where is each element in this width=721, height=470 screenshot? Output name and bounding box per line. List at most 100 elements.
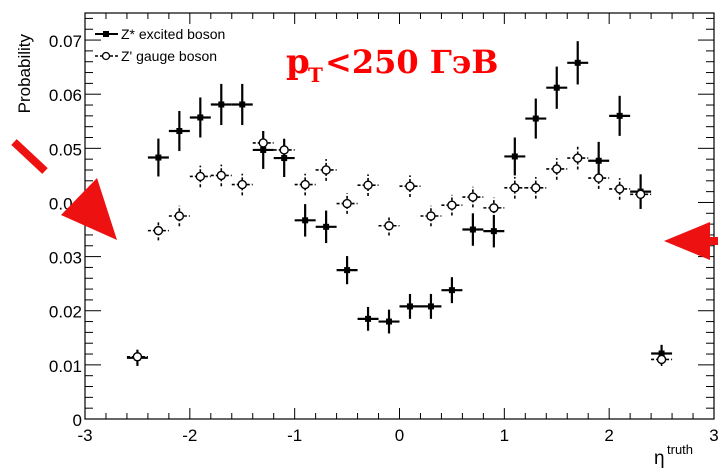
data-point bbox=[168, 110, 190, 152]
data-point bbox=[588, 167, 610, 189]
data-point bbox=[441, 277, 463, 304]
open-circle-marker bbox=[195, 171, 206, 182]
x-tick-label: 1 bbox=[500, 426, 509, 445]
open-circle-marker bbox=[573, 153, 583, 163]
open-circle-marker bbox=[258, 138, 268, 148]
legend-marker bbox=[101, 51, 111, 61]
open-circle-marker bbox=[489, 203, 499, 213]
open-circle-marker bbox=[174, 211, 185, 221]
square-marker bbox=[239, 101, 246, 108]
data-point bbox=[210, 83, 232, 126]
data-point bbox=[483, 214, 505, 248]
data-point bbox=[189, 97, 211, 138]
open-circle-marker bbox=[384, 221, 394, 231]
red-arrow-left bbox=[61, 178, 117, 240]
pt-annotation: p T <250 ГэВ bbox=[286, 42, 498, 87]
square-marker bbox=[511, 153, 518, 160]
x-tick-label: -1 bbox=[287, 426, 302, 445]
data-point bbox=[147, 138, 169, 177]
data-point bbox=[378, 309, 400, 334]
data-point bbox=[525, 177, 547, 199]
square-marker bbox=[365, 315, 372, 322]
x-tick-label: 3 bbox=[709, 426, 718, 445]
data-point bbox=[546, 158, 568, 180]
legend-item: Z' gauge boson bbox=[95, 48, 217, 64]
open-circle-marker bbox=[321, 165, 331, 175]
y-tick-label: 0.07 bbox=[49, 32, 82, 51]
data-point bbox=[525, 98, 547, 139]
data-point bbox=[378, 216, 400, 236]
data-point bbox=[609, 95, 631, 136]
data-point bbox=[609, 178, 631, 200]
square-marker bbox=[260, 146, 267, 153]
annotation-rest: <250 ГэВ bbox=[325, 43, 498, 81]
open-circle-marker bbox=[531, 183, 541, 193]
square-marker bbox=[218, 101, 225, 108]
data-point bbox=[420, 293, 442, 319]
open-circle-marker bbox=[552, 164, 562, 174]
open-circle-marker bbox=[300, 179, 310, 190]
y-tick-label: 0.03 bbox=[49, 249, 82, 268]
red-dash-mark bbox=[11, 139, 48, 174]
y-tick-label: 0.02 bbox=[49, 303, 82, 322]
data-point bbox=[252, 131, 274, 155]
x-tick-label: -3 bbox=[77, 426, 92, 445]
open-circle-marker bbox=[342, 198, 352, 209]
data-point bbox=[399, 175, 421, 198]
open-circle-marker bbox=[468, 192, 478, 202]
data-point bbox=[357, 174, 379, 196]
x-axis-label-sup: truth bbox=[667, 442, 693, 457]
open-circle-marker bbox=[363, 180, 373, 190]
data-point bbox=[231, 173, 253, 196]
data-point bbox=[420, 205, 442, 227]
legend-marker bbox=[103, 31, 109, 37]
data-point bbox=[567, 41, 589, 85]
open-circle-marker bbox=[216, 170, 226, 181]
square-marker bbox=[448, 287, 455, 294]
square-marker bbox=[323, 223, 330, 230]
annotation-sub: T bbox=[308, 63, 323, 87]
y-tick-label: 0.06 bbox=[49, 86, 82, 105]
open-circle-marker bbox=[447, 200, 457, 210]
data-point bbox=[210, 164, 232, 187]
legend-label: Z' gauge boson bbox=[121, 48, 217, 64]
series-z-star bbox=[126, 41, 673, 366]
data-point bbox=[462, 186, 484, 208]
data-point bbox=[399, 293, 421, 319]
x-axis-label-main: η bbox=[654, 448, 665, 469]
data-point bbox=[504, 177, 526, 199]
data-point bbox=[315, 210, 337, 244]
data-point bbox=[483, 197, 505, 219]
open-circle-marker bbox=[614, 184, 625, 194]
square-marker bbox=[574, 59, 581, 66]
x-tick-label: 2 bbox=[604, 426, 613, 445]
data-point bbox=[504, 137, 526, 176]
open-circle-marker bbox=[279, 145, 289, 155]
data-point bbox=[546, 66, 568, 109]
open-circle-marker bbox=[510, 183, 520, 193]
legend-label: Z* excited boson bbox=[121, 26, 225, 42]
legend-item: Z* excited boson bbox=[95, 26, 225, 42]
square-marker bbox=[553, 84, 560, 91]
data-point bbox=[147, 220, 169, 241]
square-marker bbox=[386, 318, 393, 325]
data-point bbox=[294, 204, 316, 237]
square-marker bbox=[469, 226, 476, 233]
square-marker bbox=[427, 303, 434, 310]
square-marker bbox=[155, 154, 162, 161]
data-point bbox=[168, 205, 190, 227]
square-marker bbox=[490, 228, 497, 235]
data-point bbox=[273, 138, 295, 162]
annotation-main: p bbox=[286, 42, 310, 82]
x-axis-label: η truth bbox=[654, 442, 693, 469]
square-marker bbox=[197, 114, 204, 121]
square-marker bbox=[302, 217, 309, 224]
data-point bbox=[336, 256, 358, 285]
open-circle-marker bbox=[153, 225, 164, 236]
data-point bbox=[189, 165, 211, 188]
data-point bbox=[294, 173, 316, 196]
open-circle-marker bbox=[426, 211, 436, 221]
square-marker bbox=[616, 112, 623, 119]
open-circle-marker bbox=[237, 179, 247, 190]
